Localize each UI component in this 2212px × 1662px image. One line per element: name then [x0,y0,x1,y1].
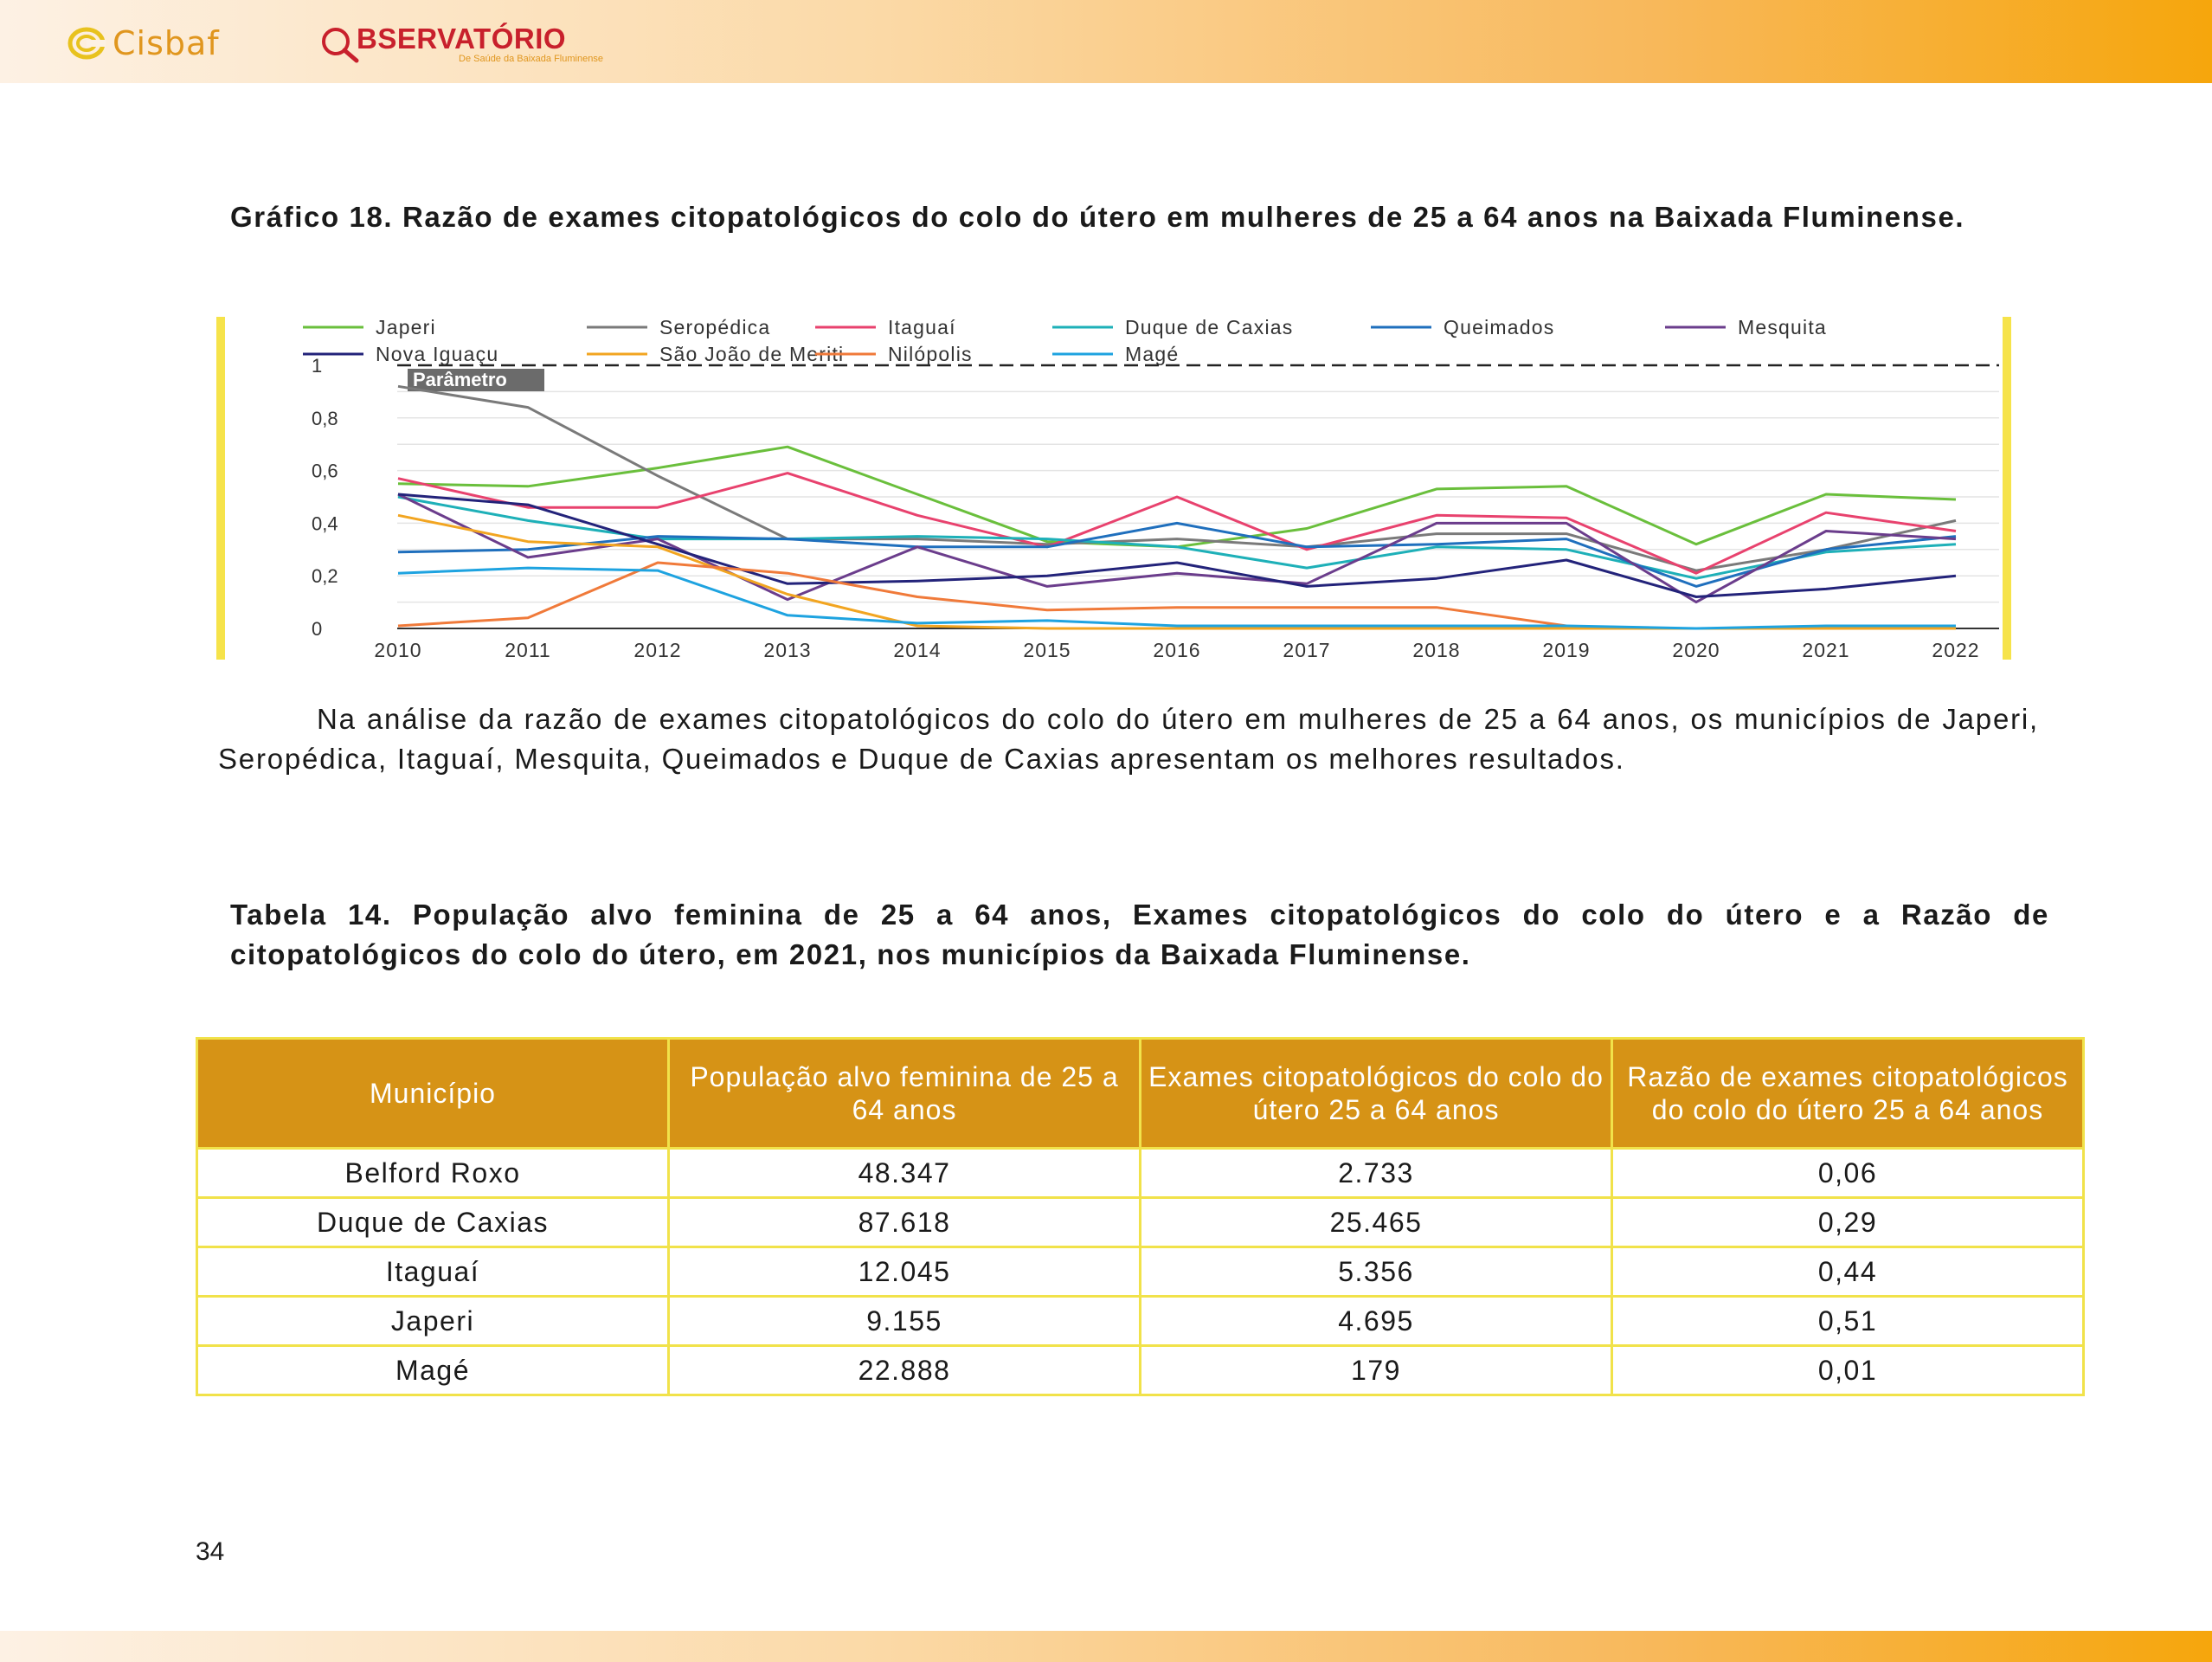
x-tick-label: 2012 [633,639,681,660]
cell-razao: 0,51 [1611,1295,2085,1347]
cisbaf-logo-icon [68,27,106,60]
series-line [397,566,1956,630]
cell-exames: 179 [1139,1344,1613,1396]
legend-label: Japeri [376,317,436,338]
cell-municipio: Itaguaí [196,1246,670,1298]
y-tick-label: 0,8 [312,408,338,429]
cisbaf-logo: Cisbaf [68,24,220,62]
chart-left-accent [216,317,225,660]
data-table: Município População alvo feminina de 25 … [196,1037,2085,1396]
legend-label: São João de Meriti [659,343,844,365]
observatorio-logo: BSERVATÓRIO De Saúde da Baixada Fluminen… [317,24,603,68]
x-tick-label: 2015 [1023,639,1071,660]
page-number: 34 [196,1537,225,1566]
header-municipio: Município [196,1037,670,1150]
table-row: Itaguaí 12.045 5.356 0,44 [196,1246,2085,1298]
chart-caption: Gráfico 18. Razão de exames citopatológi… [230,201,1965,233]
y-tick-label: 0,4 [312,512,338,534]
cell-exames: 2.733 [1139,1147,1613,1199]
y-tick-label: 0,6 [312,461,338,482]
cell-populacao: 9.155 [667,1295,1141,1347]
series-line [397,493,1957,598]
cell-populacao: 48.347 [667,1147,1141,1199]
legend-label: Itaguaí [888,317,956,338]
observatorio-logo-subtitle: De Saúde da Baixada Fluminense [459,54,603,64]
x-tick-label: 2018 [1412,639,1460,660]
y-tick-label: 0 [312,618,322,640]
x-tick-label: 2013 [763,639,811,660]
legend-label: Queimados [1444,317,1554,338]
series-line [397,521,1957,588]
legend-label: Nilópolis [888,343,973,365]
cisbaf-logo-text: Cisbaf [113,24,220,62]
cell-municipio: Belford Roxo [196,1147,670,1199]
cell-razao: 0,29 [1611,1196,2085,1248]
legend-label: Mesquita [1738,317,1827,338]
x-tick-label: 2010 [374,639,421,660]
table-row: Belford Roxo 48.347 2.733 0,06 [196,1147,2085,1199]
footer-band [0,1631,2212,1662]
table-row: Japeri 9.155 4.695 0,51 [196,1295,2085,1347]
analysis-paragraph: Na análise da razão de exames citopatoló… [218,703,2039,775]
table-header-row: Município População alvo feminina de 25 … [196,1037,2085,1150]
table-row: Magé 22.888 179 0,01 [196,1344,2085,1396]
series-line [397,493,1957,604]
reference-label: Parâmetro [413,369,507,390]
header-populacao: População alvo feminina de 25 a 64 anos [667,1037,1141,1150]
line-chart: 0 0,2 0,4 0,6 0,8 1 2010 2011 2012 2013 2014 2015 20… [303,317,1999,660]
cell-municipio: Magé [196,1344,670,1396]
y-tick-label: 0,2 [312,565,338,587]
series-line [397,384,1957,572]
legend-label: Duque de Caxias [1125,317,1293,338]
series-line [397,561,1567,628]
cell-populacao: 22.888 [667,1344,1141,1396]
table-caption: Tabela 14. População alvo feminina de 25… [230,899,2049,970]
x-tick-label: 2019 [1542,639,1590,660]
cell-exames: 25.465 [1139,1196,1613,1248]
observatorio-logo-text: BSERVATÓRIO [357,23,567,55]
x-tick-label: 2016 [1153,639,1200,660]
x-tick-label: 2017 [1283,639,1330,660]
cell-municipio: Duque de Caxias [196,1196,670,1248]
magnifier-logo-icon [322,28,359,63]
cell-razao: 0,44 [1611,1246,2085,1298]
cell-razao: 0,01 [1611,1344,2085,1396]
header-razao: Razão de exames citopatológicos do colo … [1611,1037,2085,1150]
series-line [397,472,1957,575]
x-tick-label: 2020 [1672,639,1720,660]
table-row: Duque de Caxias 87.618 25.465 0,29 [196,1196,2085,1248]
legend-label: Magé [1125,343,1179,365]
y-tick-label: 1 [312,355,322,377]
legend-label: Seropédica [659,317,770,338]
cell-exames: 5.356 [1139,1246,1613,1298]
x-tick-label: 2022 [1932,639,1979,660]
cell-populacao: 87.618 [667,1196,1141,1248]
x-tick-label: 2011 [505,639,550,660]
cell-razao: 0,06 [1611,1147,2085,1199]
chart-right-accent [2003,317,2011,660]
header-band [0,0,2212,83]
x-tick-label: 2014 [893,639,941,660]
cell-populacao: 12.045 [667,1246,1141,1298]
x-tick-label: 2021 [1802,639,1849,660]
legend-label: Nova Iguaçu [376,343,498,365]
reference-label-box [408,369,544,391]
chart-container: 0 0,2 0,4 0,6 0,8 1 2010 2011 2012 2013 2014 2015 20… [216,317,2011,660]
header-exames: Exames citopatológicos do colo do útero … [1139,1037,1613,1150]
cell-municipio: Japeri [196,1295,670,1347]
cell-exames: 4.695 [1139,1295,1613,1347]
